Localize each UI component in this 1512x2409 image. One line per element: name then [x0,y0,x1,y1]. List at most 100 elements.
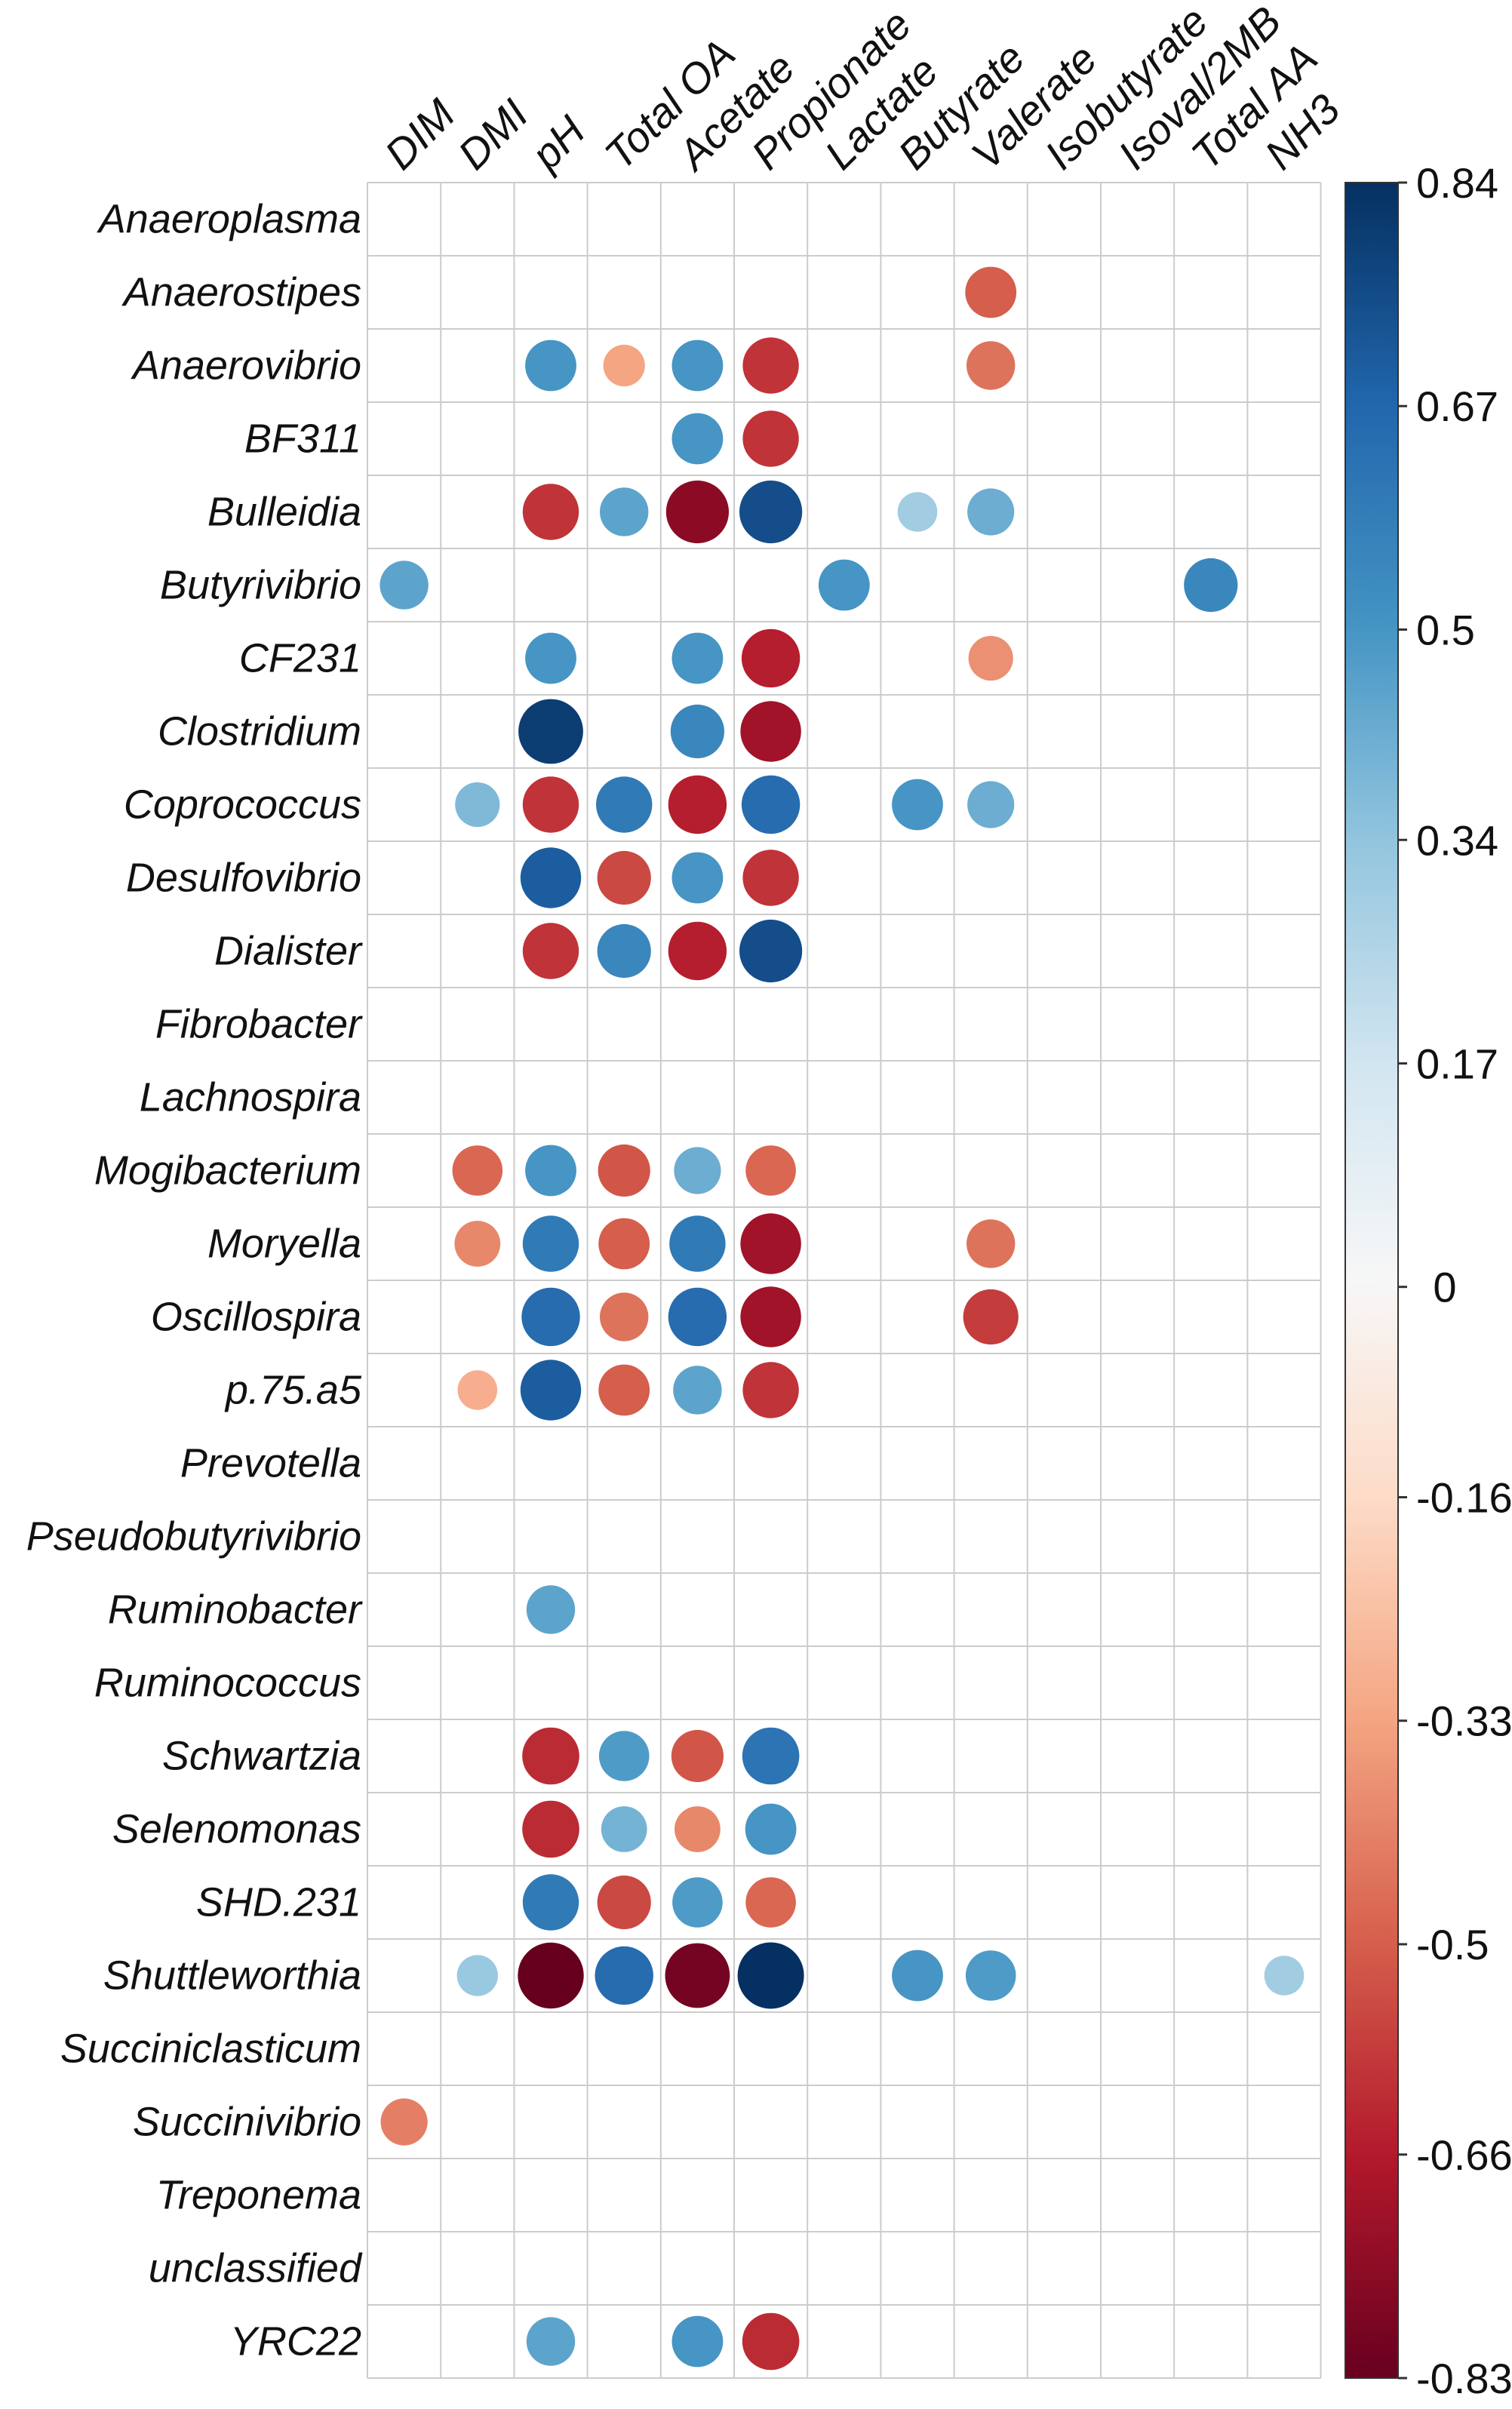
correlation-circle [520,847,582,908]
correlation-circle [522,923,579,979]
row-label: Anaeroplasma [97,197,361,242]
correlation-circle [454,1221,501,1267]
correlation-circle [457,1370,498,1410]
correlation-circle [522,484,579,540]
colorbar-tick-label: 0.67 [1416,383,1498,430]
correlation-circle [455,782,500,828]
correlation-circle [525,1145,576,1197]
row-label: Succinivibrio [133,2100,361,2145]
correlation-circle [745,1145,796,1196]
correlation-circle [968,635,1013,681]
correlation-circle [522,1874,579,1931]
correlation-circle [669,1215,726,1272]
correlation-circle [965,266,1017,318]
correlation-circle [745,1803,797,1855]
correlation-circle [742,850,799,906]
correlation-circle [674,1147,721,1194]
row-label: Moryella [207,1221,361,1267]
column-label: DMI [449,90,537,178]
correlation-circle [671,1729,724,1783]
correlation-circle [522,1215,579,1272]
correlation-circle [967,488,1015,536]
correlation-circle [1264,1956,1305,1996]
correlation-circle [742,1727,800,1785]
correlation-circle [818,559,870,611]
row-label: Clostridium [158,709,361,754]
correlation-circle [598,1364,650,1416]
correlation-circle [745,1877,796,1928]
row-label: Selenomonas [112,1807,361,1852]
correlation-circle [967,1219,1016,1268]
colorbar-tick-label: 0.34 [1416,816,1498,864]
correlation-circle [742,2312,800,2371]
correlation-circle [965,1950,1016,2001]
correlation-circle [671,2315,724,2368]
row-label: Coprococcus [124,782,361,828]
correlation-circle [671,852,724,904]
row-label: Prevotella [180,1441,361,1486]
correlation-circle [742,337,799,394]
correlation-circle [671,632,724,684]
row-label: Pseudobutyrivibrio [26,1514,361,1559]
row-label: Succiniclasticum [60,2026,361,2072]
correlation-circle [522,1800,579,1858]
colorbar-tick-label: 0.17 [1416,1040,1498,1087]
row-label: Treponema [156,2173,361,2218]
correlation-circle [673,1366,722,1415]
colorbar-tick-label: -0.83 [1416,2355,1512,2402]
row-label: Mogibacterium [94,1148,361,1194]
correlation-circle [597,850,651,905]
correlation-circle [668,775,727,834]
correlation-circle [671,340,724,392]
row-label: Schwartzia [162,1734,361,1779]
correlation-circle [675,1806,721,1852]
correlation-circle [521,1287,580,1347]
correlation-circle [671,413,724,465]
correlation-circle [892,1950,943,2002]
correlation-circle [522,776,579,833]
row-label: CF231 [239,636,361,681]
correlation-circle [892,779,943,831]
correlation-circle [600,487,649,536]
colorbar [1345,182,1399,2379]
row-label: Shuttleworthia [103,1953,361,1999]
correlation-circle [598,1218,650,1270]
row-label: SHD.231 [196,1880,361,1925]
correlation-circle [740,1213,801,1274]
row-label: Bulleidia [207,490,361,535]
column-label: pH [521,106,595,180]
correlation-circle [597,1875,651,1930]
correlation-circle [380,2098,428,2146]
correlation-circle [595,1946,653,2005]
row-label: p.75.a5 [224,1368,362,1413]
correlation-circle [665,1943,730,2008]
row-label: Lachnospira [140,1075,361,1120]
correlation-circle [668,921,727,981]
colorbar-tick-label: -0.66 [1416,2131,1512,2179]
correlation-circle [1184,558,1238,613]
correlation-circle [518,699,583,764]
row-label: unclassified [149,2246,363,2291]
row-label: YRC22 [230,2319,361,2364]
correlation-circle [742,410,799,467]
correlation-circle [741,775,801,834]
correlation-circle [672,1877,723,1928]
correlation-circle [520,1360,582,1421]
correlation-circle [598,1144,650,1197]
row-label: Fibrobacter [155,1002,363,1047]
correlation-circle [601,1806,647,1852]
colorbar-tick-label: 0.84 [1416,159,1498,207]
correlation-circle [737,1942,804,2009]
correlation-circle [525,632,576,684]
row-label: Ruminobacter [108,1587,363,1633]
correlation-circle [897,492,938,532]
colorbar-tick-label: -0.33 [1416,1698,1512,1745]
correlation-circle [525,340,576,392]
colorbar-tick-label: -0.5 [1416,1921,1489,1968]
row-label: Dialister [214,929,363,974]
correlation-circle [741,628,801,688]
colorbar-tick-label: -0.16 [1416,1474,1512,1522]
row-label: Anaerovibrio [131,343,361,389]
